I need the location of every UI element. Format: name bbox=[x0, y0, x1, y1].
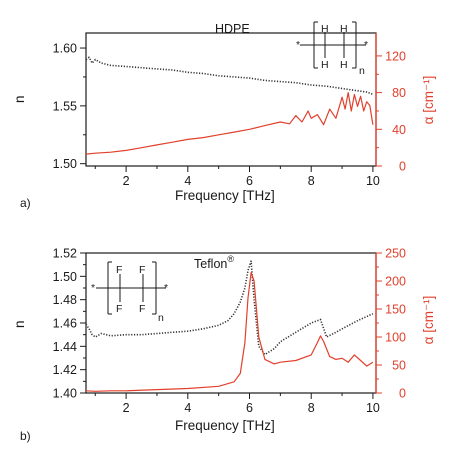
structure-end-star-left-a: * bbox=[296, 39, 300, 51]
structure-atom-b-1: F bbox=[116, 264, 122, 276]
structure-subscript-a: n bbox=[359, 65, 365, 77]
y-axis-label-b: n bbox=[12, 320, 27, 328]
plot-area-a: 2 4 6 8 10 1.50 1.55 1.60 0 40 80 120 bbox=[53, 32, 406, 188]
series-group-b bbox=[85, 260, 374, 392]
structure-atom-a-1: H bbox=[321, 23, 329, 35]
x-tick-label-b: 10 bbox=[366, 401, 380, 415]
tick-labels-b: 2 4 6 8 10 1.40 1.42 1.44 1.46 1.48 1.50 1.52 0 50 100… bbox=[53, 247, 406, 416]
chart-title-b-sup: ® bbox=[227, 254, 234, 264]
x-tick-label-b: 2 bbox=[123, 401, 130, 415]
plot-area-b: 2 4 6 8 10 1.40 1.42 1.44 1.46 1.48 1.50 1.52 0 50 100… bbox=[53, 247, 406, 416]
plot-frame-a bbox=[85, 32, 377, 167]
panel-a: 2 4 6 8 10 1.50 1.55 1.60 0 40 80 120 HDPE Frequenc… bbox=[12, 21, 436, 210]
structure-atom-b-2: F bbox=[139, 264, 145, 276]
x-tick-label-a: 6 bbox=[246, 174, 253, 188]
y-right-tick-label-a: 40 bbox=[392, 123, 406, 137]
y-right-tick-label-b: 200 bbox=[385, 275, 406, 289]
tick-labels-a: 2 4 6 8 10 1.50 1.55 1.60 0 40 80 120 bbox=[53, 42, 406, 188]
x-tick-label-a: 10 bbox=[366, 174, 380, 188]
x-tick-label-b: 4 bbox=[184, 401, 191, 415]
n-series-line-a bbox=[85, 56, 374, 96]
structure-atom-a-2: H bbox=[340, 23, 348, 35]
panel-label-b: b) bbox=[20, 429, 31, 443]
hdpe-structure bbox=[300, 21, 366, 69]
y-tick-label-a: 1.50 bbox=[53, 157, 77, 171]
n-series-line-b bbox=[85, 260, 374, 356]
x-tick-label-b: 6 bbox=[246, 401, 253, 415]
teflon-structure bbox=[96, 261, 166, 315]
structure-subscript-b: n bbox=[158, 312, 164, 324]
structure-end-star-right-a: * bbox=[364, 39, 368, 51]
x-tick-label-a: 2 bbox=[123, 174, 130, 188]
x-tick-label-b: 8 bbox=[308, 401, 315, 415]
panel-label-a: a) bbox=[20, 196, 31, 210]
y-right-tick-label-b: 150 bbox=[385, 303, 406, 317]
y-tick-label-b: 1.48 bbox=[53, 293, 77, 307]
x-axis-label-a: Frequency [THz] bbox=[175, 188, 275, 203]
chart-title-b: Teflon® bbox=[194, 254, 234, 271]
x-axis-label-b: Frequency [THz] bbox=[175, 418, 275, 433]
y-right-tick-label-a: 80 bbox=[392, 86, 406, 100]
structure-atom-b-3: F bbox=[116, 303, 122, 315]
chart-title-a: HDPE bbox=[215, 22, 250, 36]
y-tick-label-a: 1.60 bbox=[53, 42, 77, 56]
y-right-tick-label-a: 0 bbox=[399, 160, 406, 174]
panel-b: 2 4 6 8 10 1.40 1.42 1.44 1.46 1.48 1.50 1.52 0 50 100… bbox=[12, 247, 436, 444]
y-tick-label-a: 1.55 bbox=[53, 99, 77, 113]
structure-atom-a-4: H bbox=[340, 59, 348, 71]
tick-marks-b bbox=[80, 252, 382, 399]
x-tick-label-a: 8 bbox=[308, 174, 315, 188]
structure-atom-a-3: H bbox=[321, 59, 329, 71]
y-right-tick-label-b: 0 bbox=[399, 387, 406, 401]
y-tick-label-b: 1.50 bbox=[53, 270, 77, 284]
y-right-tick-label-b: 100 bbox=[385, 331, 406, 345]
plot-frame-b bbox=[85, 252, 377, 394]
y-right-tick-label-a: 120 bbox=[385, 49, 406, 63]
alpha-series-line-b bbox=[85, 272, 374, 392]
series-group-a bbox=[85, 56, 374, 155]
y-axis-label-right-a: α [cm⁻¹] bbox=[421, 76, 436, 125]
y-tick-label-b: 1.42 bbox=[53, 363, 77, 377]
structure-end-star-right-b: * bbox=[164, 282, 168, 294]
y-axis-label-a: n bbox=[12, 95, 27, 103]
chart-title-b-main: Teflon bbox=[194, 257, 227, 271]
structure-end-star-left-b: * bbox=[91, 282, 95, 294]
y-right-tick-label-b: 250 bbox=[385, 247, 406, 261]
y-tick-label-b: 1.40 bbox=[53, 387, 77, 401]
y-tick-label-b: 1.52 bbox=[53, 247, 77, 261]
alpha-series-line-a bbox=[85, 91, 374, 155]
x-tick-label-a: 4 bbox=[184, 174, 191, 188]
y-right-tick-label-b: 50 bbox=[392, 359, 406, 373]
tick-marks-a bbox=[80, 33, 382, 172]
y-axis-label-right-b: α [cm⁻¹] bbox=[421, 296, 436, 345]
y-tick-label-b: 1.46 bbox=[53, 317, 77, 331]
structure-atom-b-4: F bbox=[139, 303, 145, 315]
y-tick-label-b: 1.44 bbox=[53, 340, 77, 354]
